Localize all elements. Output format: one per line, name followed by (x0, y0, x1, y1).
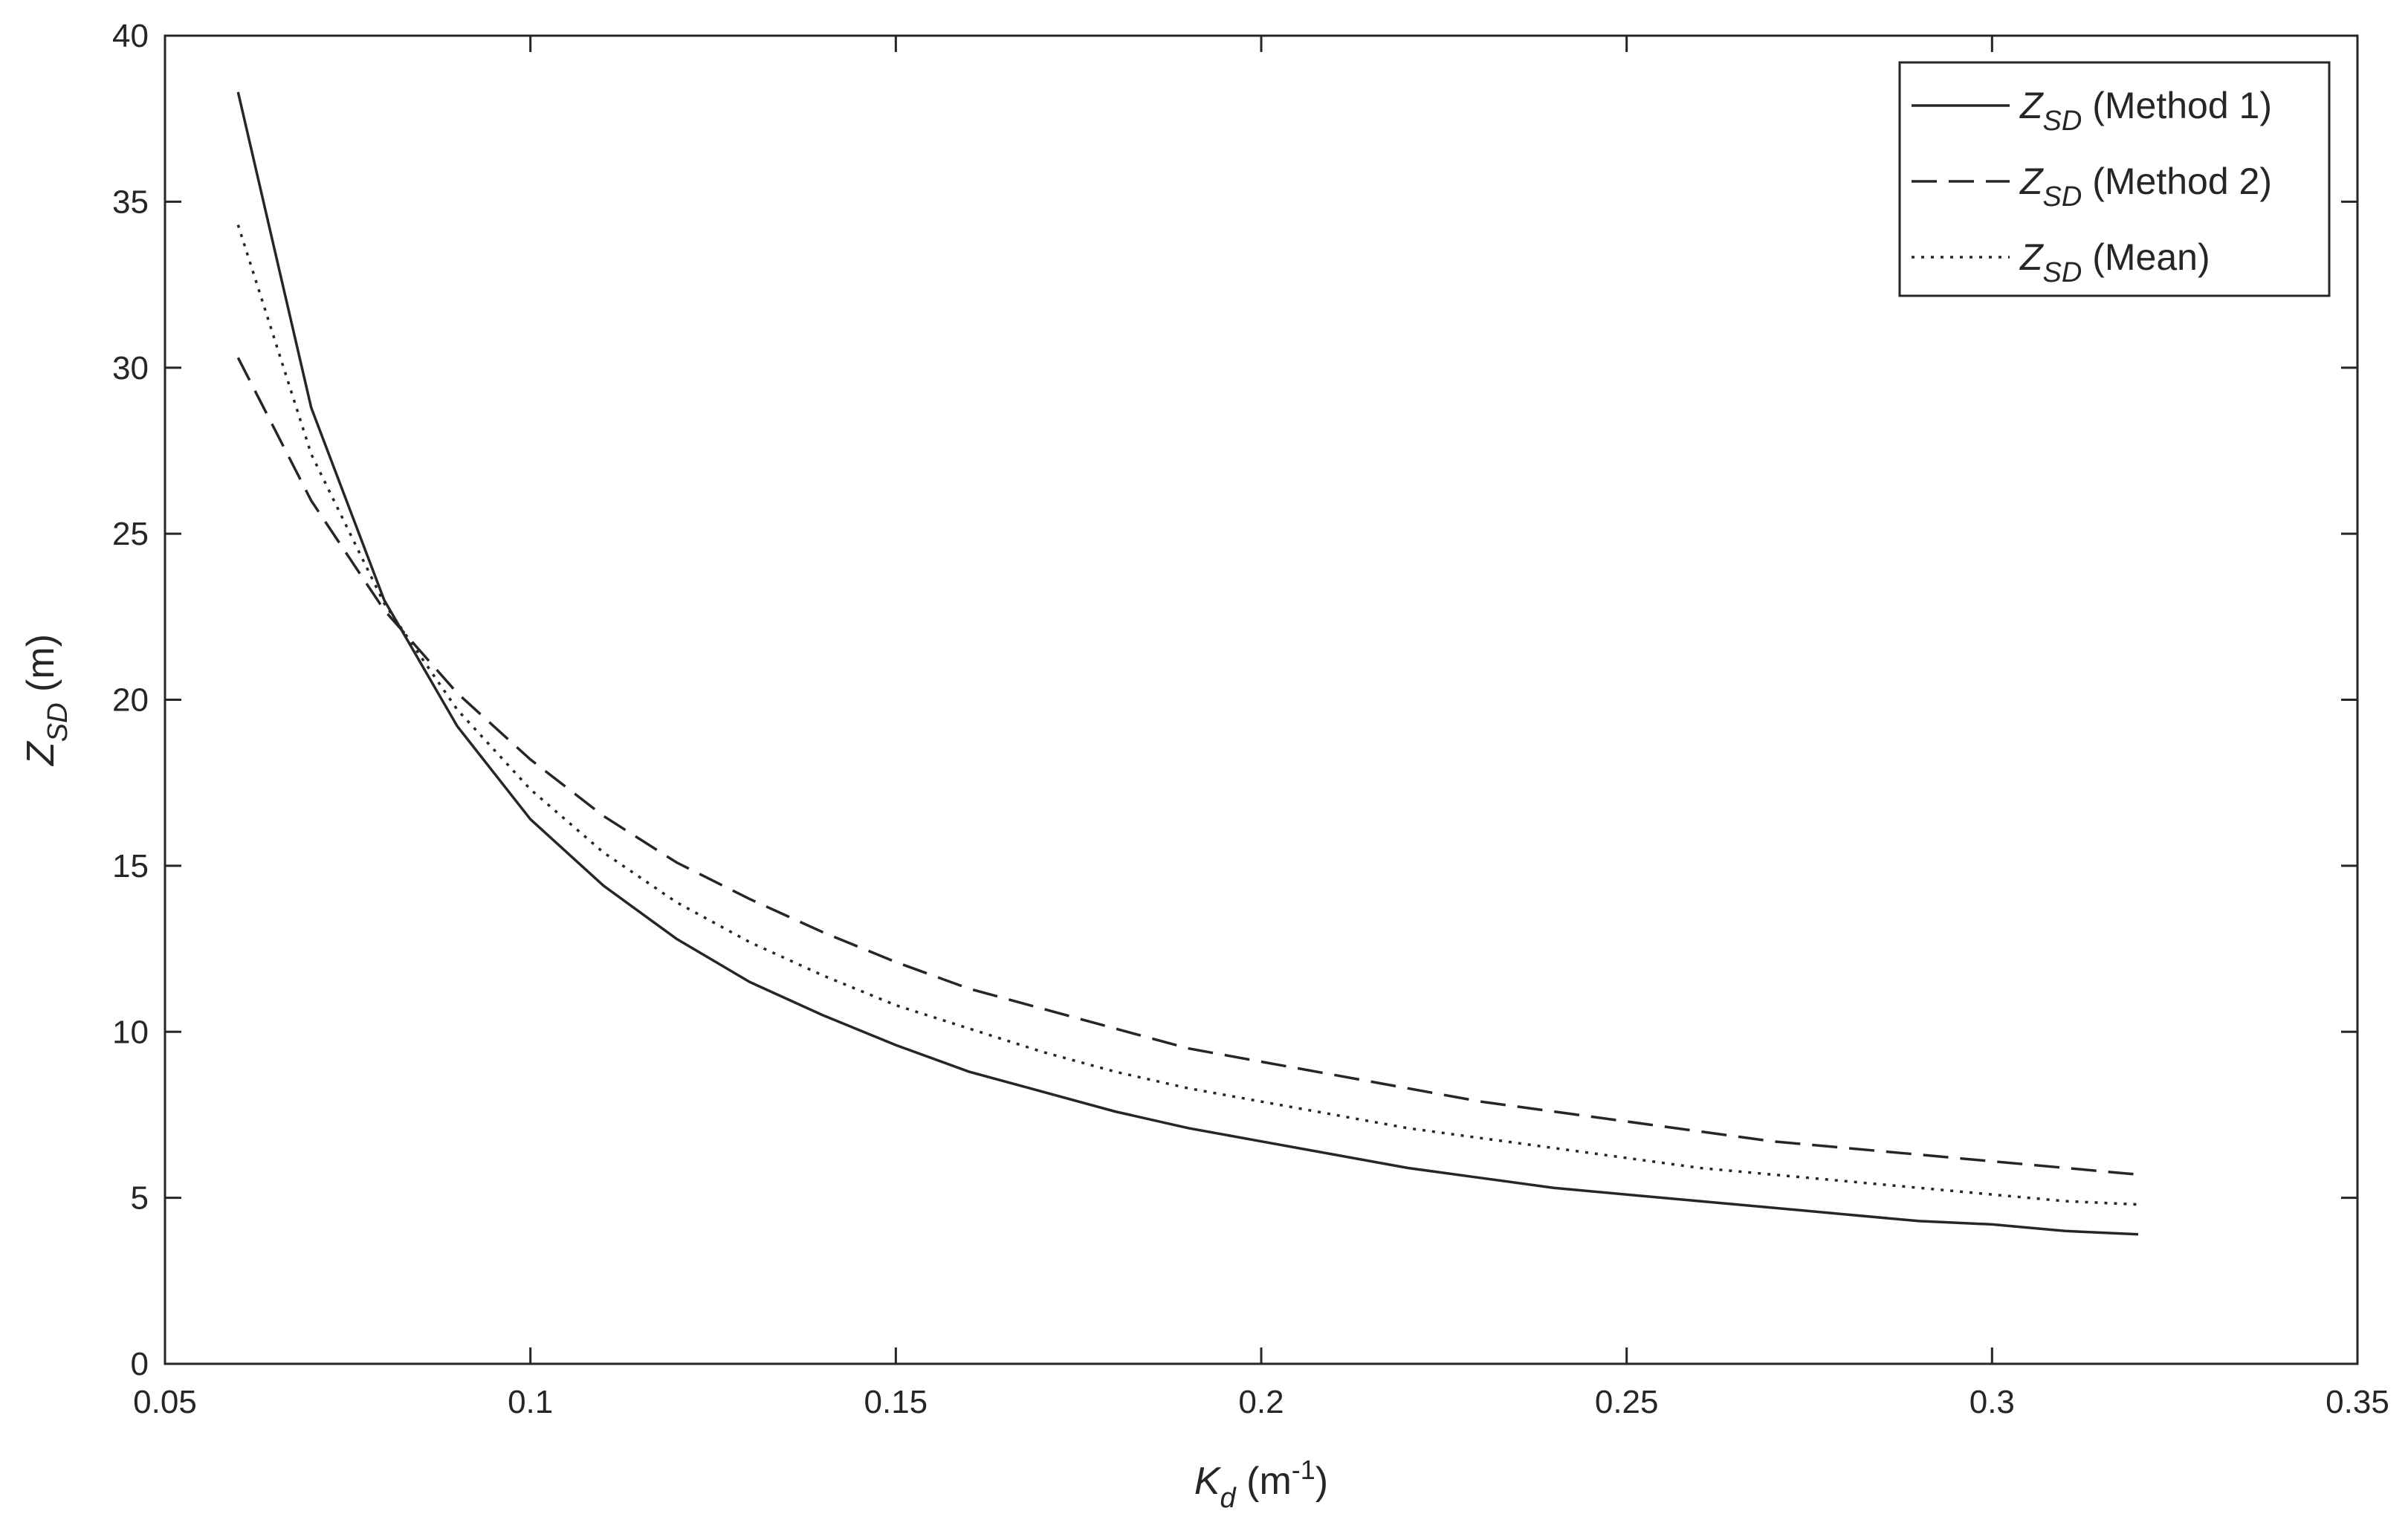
series-line-1 (236, 91, 2139, 1236)
x-axis-label-main: K (1194, 1460, 1222, 1503)
legend-label-sub: SD (2043, 181, 2082, 213)
x-axis-label-unit-open: (m (1236, 1460, 1292, 1503)
legend-entry-3: ZSD (Mean) (1912, 236, 2210, 288)
series-line-2 (236, 357, 2139, 1177)
legend-label-main: Z (2019, 161, 2044, 202)
series-lines (236, 91, 2139, 1236)
y-axis-label-main: Z (19, 740, 62, 767)
legend-label-rest: (Method 1) (2082, 85, 2272, 126)
legend-label-sub: SD (2043, 257, 2082, 288)
legend-label-rest: (Mean) (2082, 236, 2210, 278)
axis-tick-labels: 0.05 0.1 0.15 0.2 0.25 0.3 0.35 0 5 10 15 20 25 30 35 4… (112, 18, 2389, 1420)
legend-label: ZSD (Mean) (2019, 236, 2210, 288)
y-tick-label: 30 (112, 350, 149, 386)
legend-entries: ZSD (Method 1)ZSD (Method 2)ZSD (Mean) (1912, 85, 2272, 288)
x-tick-label: 0.2 (1238, 1384, 1284, 1420)
y-tick-label: 5 (131, 1180, 149, 1217)
x-tick-label: 0.1 (508, 1384, 553, 1420)
y-tick-label: 40 (112, 18, 149, 54)
x-axis-label-unit-sup: -1 (1292, 1455, 1315, 1485)
y-tick-label: 35 (112, 184, 149, 220)
x-tick-label: 0.05 (133, 1384, 197, 1420)
y-tick-label: 20 (112, 682, 149, 719)
legend-label-rest: (Method 2) (2082, 161, 2272, 202)
legend-entry-1: ZSD (Method 1) (1912, 85, 2272, 137)
legend-label-main: Z (2019, 236, 2044, 278)
y-tick-label: 10 (112, 1014, 149, 1050)
legend-label: ZSD (Method 2) (2019, 161, 2272, 213)
y-axis-label-unit: (m) (19, 634, 62, 702)
x-axis-label-sub: d (1220, 1483, 1237, 1514)
legend-label-main: Z (2019, 85, 2044, 126)
x-tick-label: 0.35 (2326, 1384, 2389, 1420)
series-line-3 (236, 224, 2139, 1206)
y-tick-label: 25 (112, 516, 149, 552)
x-axis-label: Kd (m-1) (1194, 1455, 1328, 1514)
axis-ticks (164, 34, 2359, 1365)
y-axis-label-sub: SD (42, 702, 74, 742)
legend-label: ZSD (Method 1) (2019, 85, 2272, 137)
x-axis-label-unit-close: ) (1315, 1460, 1328, 1503)
y-tick-label: 0 (131, 1346, 149, 1382)
legend: ZSD (Method 1)ZSD (Method 2)ZSD (Mean) (1898, 61, 2331, 297)
y-tick-label: 15 (112, 848, 149, 884)
legend-entry-2: ZSD (Method 2) (1912, 161, 2272, 213)
x-tick-label: 0.25 (1595, 1384, 1659, 1420)
y-axis-label: ZSD (m) (19, 634, 74, 767)
x-tick-label: 0.3 (1970, 1384, 2015, 1420)
legend-label-sub: SD (2043, 106, 2082, 137)
x-tick-label: 0.15 (864, 1384, 928, 1420)
